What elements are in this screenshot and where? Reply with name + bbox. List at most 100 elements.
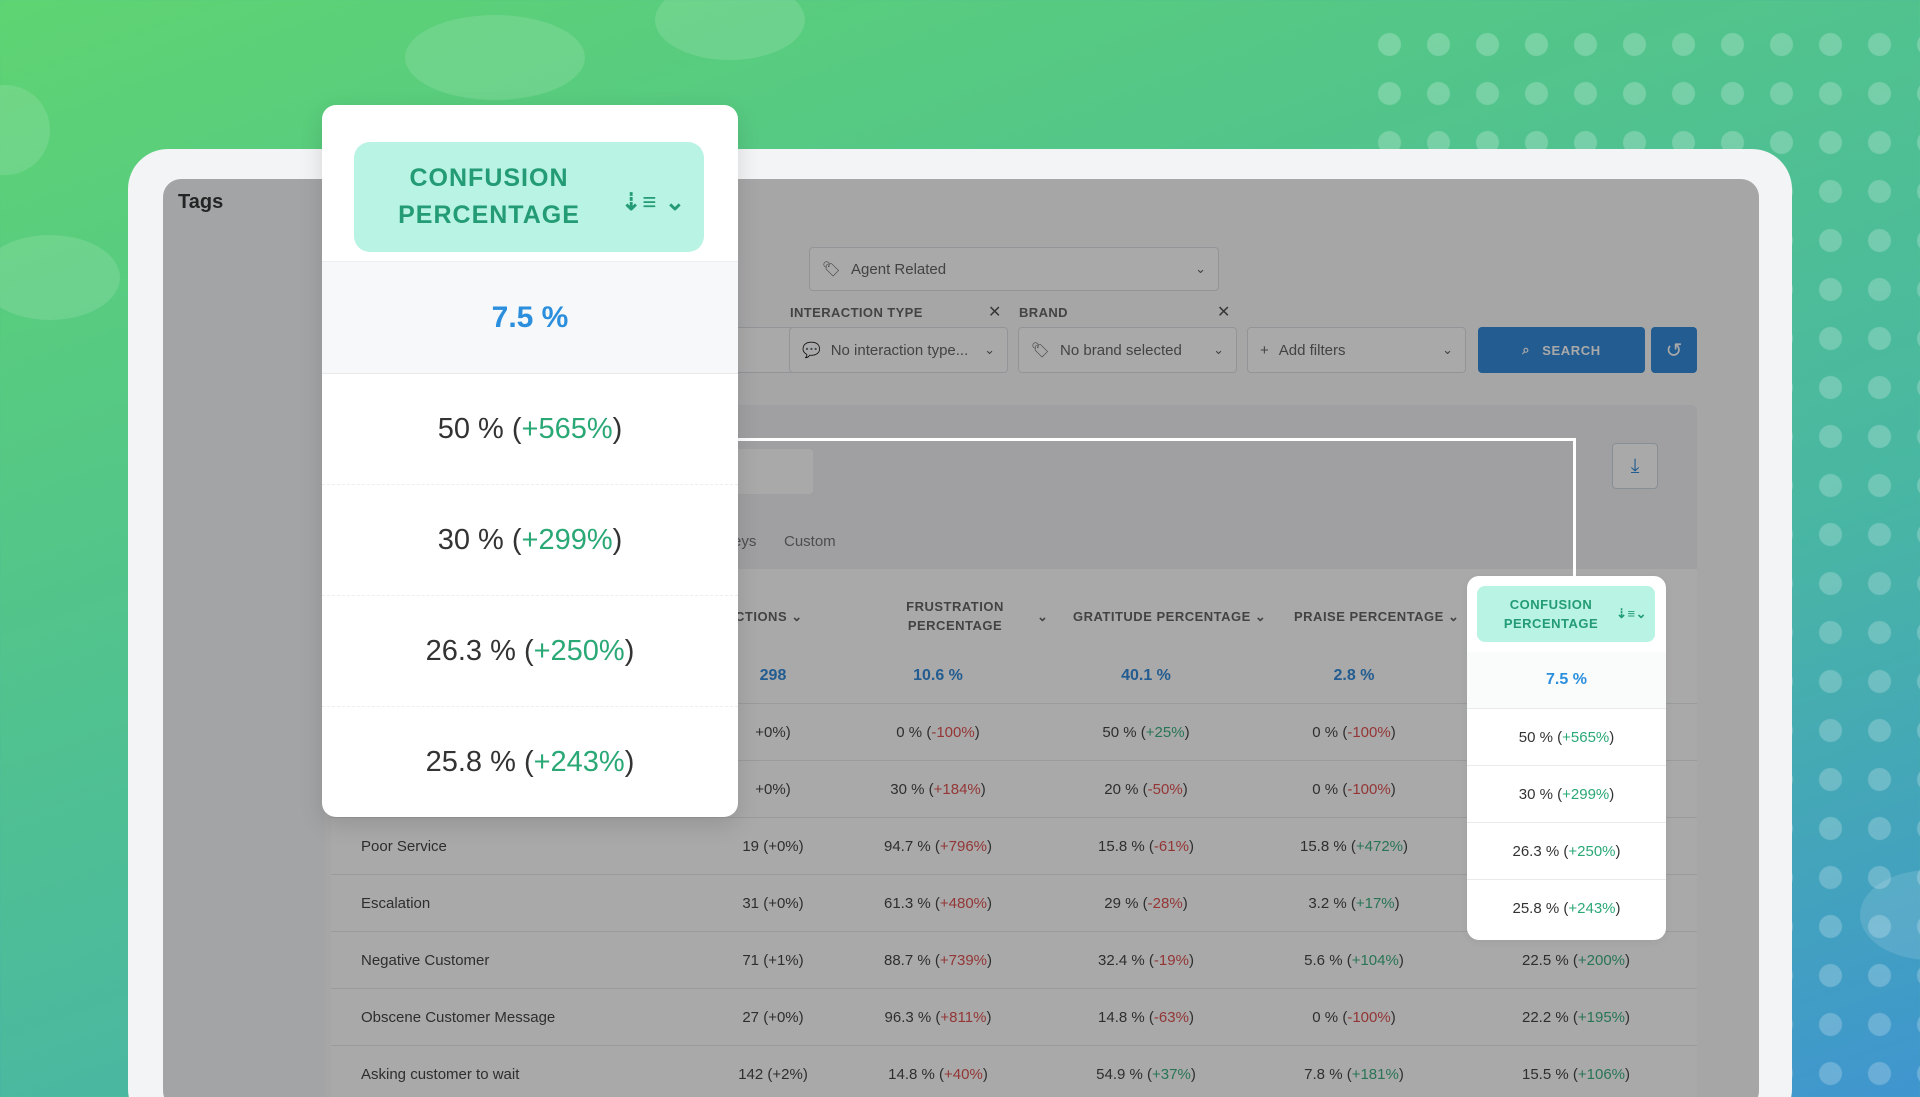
zoom-value: 30 % (+299%) bbox=[322, 485, 738, 596]
add-filters-select[interactable]: + Add filters ⌄ bbox=[1247, 327, 1466, 373]
zoom-header-label: CONFUSION PERCENTAGE bbox=[398, 164, 580, 229]
table-row[interactable]: Escalation 31 (+0%) 61.3 % (+480%) 29 % … bbox=[331, 875, 1697, 932]
clear-interaction-type-icon[interactable]: ✕ bbox=[988, 304, 1002, 321]
row-frustration: 30 % (+184%) bbox=[890, 781, 986, 798]
table-row[interactable]: +0%) 0 % (-100%) 50 % (+25%) 0 % (-100%) bbox=[331, 704, 1697, 761]
row-frustration: 96.3 % (+811%) bbox=[884, 1009, 992, 1026]
column-header-label: CTIONS bbox=[735, 609, 788, 624]
row-frustration: 14.8 % (+40%) bbox=[888, 1066, 988, 1083]
confusion-cell: 25.8 % (+243%) bbox=[1512, 900, 1621, 917]
download-icon: ⤓ bbox=[1630, 454, 1640, 477]
chat-icon: 💬 bbox=[802, 342, 821, 359]
avg-frustration: 10.6 % bbox=[913, 666, 963, 684]
callout-connector bbox=[1573, 438, 1576, 576]
confusion-column-header[interactable]: CONFUSION PERCENTAGE ⇣≡⌄ bbox=[1477, 586, 1655, 642]
row-interactions: 27 (+0%) bbox=[742, 1009, 804, 1026]
confusion-cell: 26.3 % (+250%) bbox=[1467, 823, 1666, 880]
chevron-down-icon[interactable]: ⌄ bbox=[1037, 609, 1049, 624]
column-header-interactions[interactable]: CTIONS ⌄ bbox=[735, 609, 803, 624]
column-header-frustration[interactable]: FRUSTRATION PERCENTAGE bbox=[880, 597, 1030, 635]
search-button-label: SEARCH bbox=[1542, 342, 1601, 358]
background-blob bbox=[655, 0, 805, 60]
callout-connector bbox=[738, 438, 1576, 441]
row-gratitude: 20 % (-50%) bbox=[1104, 781, 1188, 798]
background-blob bbox=[0, 235, 120, 320]
row-name: Negative Customer bbox=[361, 952, 490, 969]
row-name: Escalation bbox=[361, 895, 431, 912]
background-blob bbox=[0, 85, 50, 175]
tag-icon: 🏷 bbox=[1031, 342, 1051, 359]
zoom-value: 26.3 % (+250%) bbox=[322, 596, 738, 707]
column-header-label: FRUSTRATION PERCENTAGE bbox=[906, 599, 1004, 633]
column-header-label: GRATITUDE PERCENTAGE bbox=[1073, 609, 1251, 624]
table-row[interactable]: Obscene Customer Message 27 (+0%) 96.3 %… bbox=[331, 989, 1697, 1046]
tag-select[interactable]: 🏷 Agent Related ⌄ bbox=[809, 247, 1219, 291]
page-title: Tags bbox=[178, 191, 224, 213]
search-button[interactable]: ⌕ SEARCH bbox=[1478, 327, 1645, 373]
zoom-average: 7.5 % bbox=[322, 261, 738, 374]
avg-gratitude: 40.1 % bbox=[1121, 666, 1171, 684]
column-header-gratitude[interactable]: GRATITUDE PERCENTAGE ⌄ bbox=[1073, 609, 1267, 624]
add-filters-label: Add filters bbox=[1278, 341, 1346, 359]
row-interactions: 31 (+0%) bbox=[742, 895, 804, 912]
app-screen: Tags 🏷 Agent Related ⌄ INTERACTION TYPE … bbox=[163, 179, 1759, 1097]
sidebar: Tags bbox=[163, 179, 325, 1097]
confusion-header-label: CONFUSION PERCENTAGE bbox=[1503, 597, 1599, 631]
row-frustration: 61.3 % (+480%) bbox=[884, 895, 992, 912]
clear-brand-icon[interactable]: ✕ bbox=[1217, 304, 1231, 321]
tab-custom[interactable]: Custom bbox=[784, 533, 836, 550]
row-praise: 7.8 % (+181%) bbox=[1304, 1066, 1404, 1083]
row-interactions: +0%) bbox=[755, 781, 791, 798]
avg-interactions: 298 bbox=[759, 666, 787, 684]
row-interactions: 19 (+0%) bbox=[742, 838, 804, 855]
row-praise: 15.8 % (+472%) bbox=[1300, 838, 1408, 855]
confusion-cell: 30 % (+299%) bbox=[1467, 766, 1666, 823]
interaction-type-select[interactable]: 💬 No interaction type... ⌄ bbox=[789, 327, 1008, 373]
chevron-down-icon: ⌄ bbox=[1195, 261, 1206, 276]
sort-descending-icon[interactable]: ⇣≡⌄ bbox=[1616, 606, 1647, 621]
row-confusion: 22.5 % (+200%) bbox=[1522, 952, 1630, 969]
table-row[interactable]: +0%) 30 % (+184%) 20 % (-50%) 0 % (-100%… bbox=[331, 761, 1697, 818]
avg-praise: 2.8 % bbox=[1333, 666, 1375, 684]
row-praise: 0 % (-100%) bbox=[1312, 781, 1396, 798]
row-praise: 5.6 % (+104%) bbox=[1304, 952, 1404, 969]
row-confusion: 15.5 % (+106%) bbox=[1522, 1066, 1630, 1083]
reset-button[interactable]: ↺ bbox=[1651, 327, 1697, 373]
tab-partial[interactable]: eys bbox=[733, 533, 757, 550]
column-header-praise[interactable]: PRAISE PERCENTAGE ⌄ bbox=[1294, 609, 1460, 624]
row-gratitude: 29 % (-28%) bbox=[1104, 895, 1188, 912]
row-praise: 3.2 % (+17%) bbox=[1308, 895, 1400, 912]
row-interactions: 71 (+1%) bbox=[742, 952, 804, 969]
confusion-cell: 50 % (+565%) bbox=[1467, 709, 1666, 766]
zoom-value: 50 % (+565%) bbox=[322, 374, 738, 485]
chevron-down-icon: ⌄ bbox=[1213, 342, 1224, 357]
row-confusion: 22.2 % (+195%) bbox=[1522, 1009, 1630, 1026]
row-frustration: 88.7 % (+739%) bbox=[884, 952, 992, 969]
row-gratitude: 32.4 % (-19%) bbox=[1098, 952, 1194, 969]
row-frustration: 94.7 % (+796%) bbox=[884, 838, 992, 855]
brand-value: No brand selected bbox=[1060, 341, 1182, 359]
table-row[interactable]: Asking customer to wait 142 (+2%) 14.8 %… bbox=[331, 1046, 1697, 1097]
interaction-type-value: No interaction type... bbox=[830, 341, 969, 359]
row-praise: 0 % (-100%) bbox=[1312, 1009, 1396, 1026]
zoom-callout: CONFUSION PERCENTAGE ⇣≡ ⌄ 7.5 % 50 % (+5… bbox=[322, 105, 738, 817]
table-row[interactable]: Negative Customer 71 (+1%) 88.7 % (+739%… bbox=[331, 932, 1697, 989]
row-name: Asking customer to wait bbox=[361, 1066, 520, 1083]
brand-label: BRAND bbox=[1019, 305, 1068, 320]
row-gratitude: 14.8 % (-63%) bbox=[1098, 1009, 1194, 1026]
zoom-value: 25.8 % (+243%) bbox=[425, 746, 635, 778]
row-name: Poor Service bbox=[361, 838, 447, 855]
row-name: Obscene Customer Message bbox=[361, 1009, 556, 1026]
column-header-label: PRAISE PERCENTAGE bbox=[1294, 609, 1444, 624]
brand-select[interactable]: 🏷 No brand selected ⌄ bbox=[1018, 327, 1237, 373]
background-blob bbox=[405, 15, 585, 100]
row-frustration: 0 % (-100%) bbox=[896, 724, 980, 741]
sort-descending-icon[interactable]: ⇣≡ ⌄ bbox=[621, 189, 686, 216]
row-gratitude: 54.9 % (+37%) bbox=[1096, 1066, 1196, 1083]
zoom-confusion-header[interactable]: CONFUSION PERCENTAGE ⇣≡ ⌄ bbox=[354, 142, 704, 252]
table-row[interactable]: Poor Service 19 (+0%) 94.7 % (+796%) 15.… bbox=[331, 818, 1697, 875]
confusion-average: 7.5 % bbox=[1467, 652, 1666, 709]
search-icon: ⌕ bbox=[1522, 342, 1531, 357]
download-button[interactable]: ⤓ bbox=[1612, 443, 1658, 489]
refresh-icon: ↺ bbox=[1665, 339, 1683, 362]
